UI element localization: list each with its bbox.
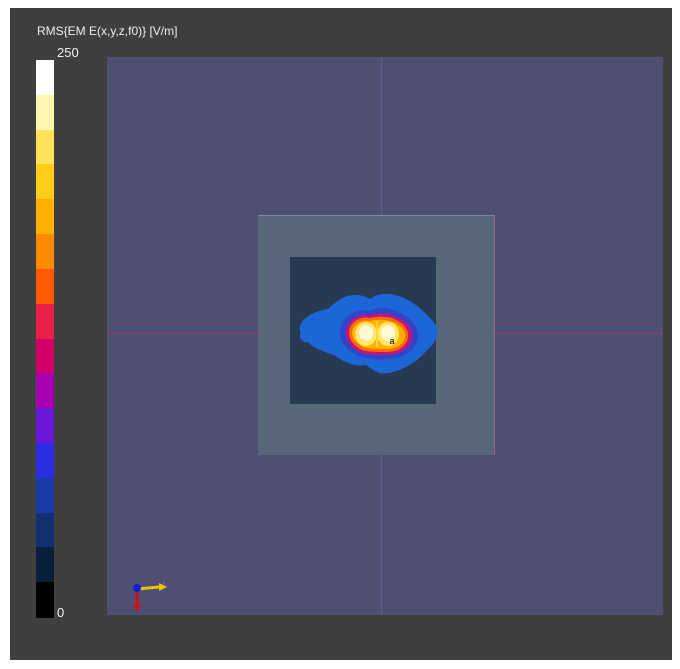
colorbar-segment [36,60,54,96]
axis-z-dot [133,584,141,592]
field-hotspot-right [381,325,395,341]
colorbar-segment [36,338,54,374]
probe-point-label[interactable]: a [389,336,395,346]
colorbar-segment [36,408,54,444]
field-distribution-overlay [299,293,438,374]
colorbar-segment [36,442,54,479]
colorbar-segment [36,582,54,618]
colorbar-segment [36,164,54,200]
colorbar-min-label: 0 [57,605,65,620]
colorbar-segment [36,303,54,339]
colorbar-segment [36,94,54,131]
field-center-gap [376,321,378,347]
field-hotspot-left [359,325,373,341]
axis-y-arrowhead [133,604,141,612]
colorbar-max-label: 250 [57,45,79,60]
colorbar-segment [36,373,54,409]
colorbar-segment [36,477,54,514]
colorbar [36,60,54,618]
colorbar-title: RMS{EM E(x,y,z,f0)} [V/m] [37,24,178,38]
axis-x-tick: › [163,581,165,587]
axis-x-arrowhead [159,583,167,591]
colorbar-segment [36,199,54,235]
xyz-axis-triad-icon[interactable]: › [125,575,169,613]
colorbar-segment [36,547,54,583]
colorbar-segment [36,512,54,548]
colorbar-segment [36,129,54,165]
field-contour-side [300,330,312,342]
colorbar-segment [36,268,54,305]
colorbar-segment [36,234,54,270]
